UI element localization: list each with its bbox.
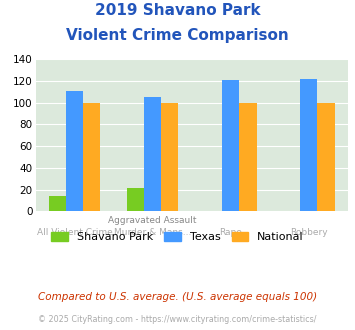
Text: Violent Crime Comparison: Violent Crime Comparison (66, 28, 289, 43)
Text: Murder & Mans...: Murder & Mans... (114, 228, 191, 237)
Bar (300, 79, 317, 211)
Bar (239, 103, 257, 211)
Text: Robbery: Robbery (290, 228, 328, 237)
Bar (161, 103, 179, 211)
Legend: Shavano Park, Texas, National: Shavano Park, Texas, National (47, 228, 308, 247)
Text: © 2025 CityRating.com - https://www.cityrating.com/crime-statistics/: © 2025 CityRating.com - https://www.city… (38, 315, 317, 324)
Text: All Violent Crime: All Violent Crime (37, 228, 113, 237)
Bar (49, 196, 66, 211)
Bar (83, 103, 100, 211)
Text: Compared to U.S. average. (U.S. average equals 100): Compared to U.S. average. (U.S. average … (38, 292, 317, 302)
Bar (66, 91, 83, 211)
Bar (144, 97, 161, 211)
Text: Rape: Rape (219, 228, 242, 237)
Bar (222, 80, 239, 211)
Bar (127, 188, 144, 211)
Text: 2019 Shavano Park: 2019 Shavano Park (95, 3, 260, 18)
Bar (317, 103, 335, 211)
Text: Aggravated Assault: Aggravated Assault (108, 216, 197, 225)
